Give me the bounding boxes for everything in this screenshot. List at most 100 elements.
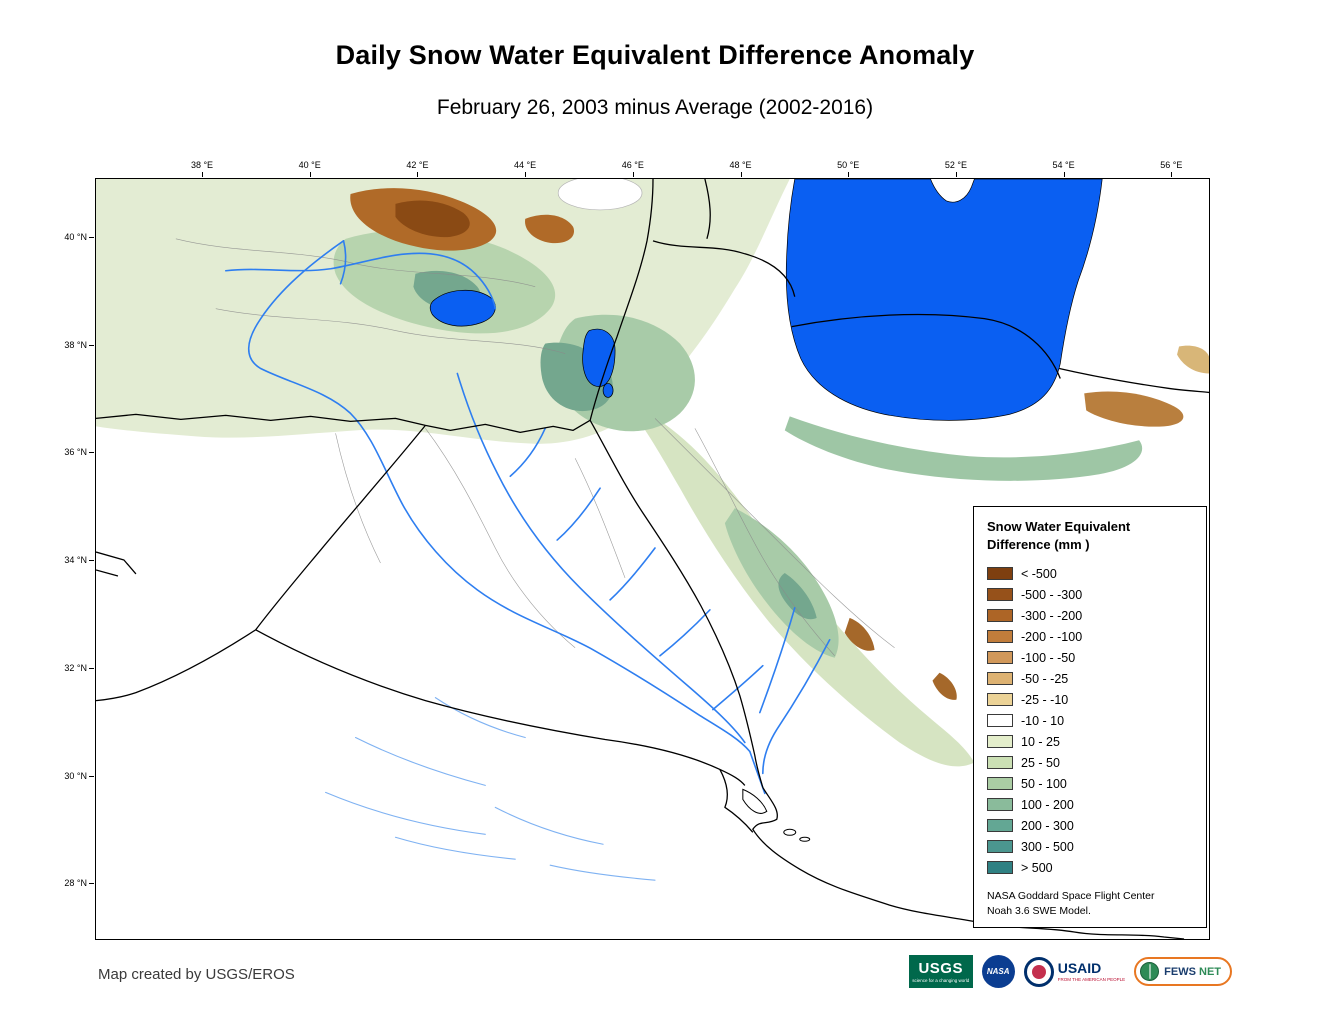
legend-entry: 300 - 500 bbox=[987, 836, 1200, 857]
lon-tick-mark bbox=[1171, 172, 1173, 177]
usaid-logo-tagline: FROM THE AMERICAN PEOPLE bbox=[1057, 977, 1126, 982]
lat-tick-label: 34 °N bbox=[64, 555, 87, 566]
lon-tick-label: 50 °E bbox=[837, 160, 860, 170]
lon-tick-label: 48 °E bbox=[729, 160, 752, 170]
lon-tick-mark bbox=[955, 172, 957, 177]
legend-entry: 10 - 25 bbox=[987, 731, 1200, 752]
usaid-logo: USAID FROM THE AMERICAN PEOPLE bbox=[1023, 956, 1126, 987]
usgs-logo-tagline: science for a changing world bbox=[912, 977, 970, 983]
lat-tick-label: 32 °N bbox=[64, 662, 87, 673]
lat-tick-mark bbox=[89, 775, 94, 777]
legend-swatch bbox=[987, 756, 1013, 770]
legend-entry: 25 - 50 bbox=[987, 752, 1200, 773]
lon-tick-mark bbox=[1063, 172, 1065, 177]
legend-entry: -300 - -200 bbox=[987, 605, 1200, 626]
lon-tick-mark bbox=[740, 172, 742, 177]
legend-entry-label: -10 - 10 bbox=[1021, 713, 1065, 728]
map-title: Daily Snow Water Equivalent Difference A… bbox=[335, 40, 975, 70]
legend-swatch bbox=[987, 672, 1013, 686]
legend-swatch bbox=[987, 630, 1013, 644]
lat-tick-label: 30 °N bbox=[64, 770, 87, 781]
lat-tick-mark bbox=[89, 237, 94, 238]
lon-tick-mark bbox=[525, 172, 527, 177]
legend-source: NASA Goddard Space Flight Center Noah 3.… bbox=[987, 889, 1200, 917]
lat-tick-mark bbox=[89, 344, 94, 346]
map-subtitle: February 26, 2003 minus Average (2002-20… bbox=[436, 96, 874, 119]
globe-icon bbox=[1140, 962, 1160, 981]
legend-swatch bbox=[987, 861, 1013, 875]
lon-tick-label: 56 °E bbox=[1160, 160, 1183, 170]
fews-net-logo-text: FEWS NET bbox=[1164, 966, 1221, 978]
nasa-logo: NASA bbox=[981, 955, 1015, 988]
map-canvas: Snow Water Equivalent Difference (mm ) <… bbox=[95, 178, 1210, 940]
legend-entry-label: 200 - 300 bbox=[1021, 818, 1074, 833]
legend-title-line1: Snow Water Equivalent bbox=[987, 519, 1131, 534]
legend-entry-label: < -500 bbox=[1021, 566, 1057, 581]
lat-tick-label: 38 °N bbox=[64, 339, 87, 350]
lon-tick-label: 52 °E bbox=[944, 160, 967, 170]
legend-entry: -50 - -25 bbox=[987, 668, 1200, 689]
lat-tick-mark bbox=[89, 667, 94, 669]
lat-tick-mark bbox=[89, 883, 94, 885]
legend-entry-label: 300 - 500 bbox=[1021, 839, 1074, 854]
legend-entry-label: -100 - -50 bbox=[1021, 650, 1076, 665]
legend-swatch bbox=[987, 777, 1013, 791]
legend-entry-label: -50 - -25 bbox=[1021, 671, 1069, 686]
footer-logos: USGS science for a changing world NASA U… bbox=[908, 955, 1232, 988]
legend-entry: -25 - -10 bbox=[987, 689, 1200, 710]
legend-entry: < -500 bbox=[987, 563, 1200, 584]
legend-entry-label: 50 - 100 bbox=[1021, 776, 1067, 791]
fews-text: FEWS bbox=[1164, 965, 1199, 978]
legend-source-line2: Noah 3.6 SWE Model. bbox=[987, 904, 1091, 917]
legend-swatch bbox=[987, 798, 1013, 812]
legend-entry-label: -25 - -10 bbox=[1021, 692, 1069, 707]
legend-entry: > 500 bbox=[987, 857, 1200, 878]
legend-entry-label: -300 - -200 bbox=[1021, 608, 1083, 623]
usaid-logo-text: USAID bbox=[1057, 960, 1102, 976]
usgs-logo-text: USGS bbox=[918, 959, 963, 977]
legend-swatch bbox=[987, 651, 1013, 665]
legend-entry: 100 - 200 bbox=[987, 794, 1200, 815]
legend-entry-label: 100 - 200 bbox=[1021, 797, 1074, 812]
legend-title-line2: Difference (mm ) bbox=[987, 537, 1090, 553]
footer-credit: Map created by USGS/EROS bbox=[98, 966, 295, 983]
legend-swatch bbox=[987, 714, 1013, 728]
lon-tick-label: 54 °E bbox=[1052, 160, 1075, 170]
lon-tick-mark bbox=[848, 172, 850, 177]
legend-title: Snow Water Equivalent Difference (mm ) bbox=[987, 518, 1200, 554]
legend-swatch bbox=[987, 735, 1013, 749]
lat-tick-mark bbox=[89, 560, 94, 562]
nasa-logo-text: NASA bbox=[986, 967, 1010, 976]
lat-tick-label: 36 °N bbox=[64, 447, 87, 458]
lon-tick-mark bbox=[202, 172, 203, 177]
usaid-seal-icon bbox=[1023, 956, 1054, 987]
legend-swatch bbox=[987, 567, 1013, 581]
legend-entry-label: 25 - 50 bbox=[1021, 755, 1060, 770]
legend-source-line1: NASA Goddard Space Flight Center bbox=[987, 890, 1155, 903]
map-image bbox=[96, 179, 1209, 939]
lat-tick-label: 28 °N bbox=[64, 878, 87, 889]
lon-tick-label: 44 °E bbox=[514, 160, 537, 170]
legend-entry: -100 - -50 bbox=[987, 647, 1200, 668]
legend-swatch bbox=[987, 693, 1013, 707]
legend-entry: -200 - -100 bbox=[987, 626, 1200, 647]
legend-entry-label: > 500 bbox=[1021, 860, 1053, 875]
lon-tick-label: 46 °E bbox=[621, 160, 644, 170]
legend-entry-label: -200 - -100 bbox=[1021, 629, 1083, 644]
lon-tick-mark bbox=[309, 172, 311, 177]
legend-entry: -500 - -300 bbox=[987, 584, 1200, 605]
legend-entries: < -500 -500 - -300 -300 - -200 -200 - -100 -… bbox=[987, 563, 1200, 878]
lon-tick-mark bbox=[417, 172, 419, 177]
fews-net-logo: FEWS NET bbox=[1134, 957, 1232, 986]
lon-tick-label: 42 °E bbox=[406, 160, 429, 170]
lat-tick-label: 40 °N bbox=[64, 232, 87, 242]
usgs-logo: USGS science for a changing world bbox=[908, 955, 973, 988]
legend-entry: 200 - 300 bbox=[987, 815, 1200, 836]
legend-swatch bbox=[987, 840, 1013, 854]
legend-entry: 50 - 100 bbox=[987, 773, 1200, 794]
net-text: NET bbox=[1199, 965, 1221, 978]
legend-entry-label: -500 - -300 bbox=[1021, 587, 1083, 602]
legend-swatch bbox=[987, 609, 1013, 623]
legend-entry: -10 - 10 bbox=[987, 710, 1200, 731]
